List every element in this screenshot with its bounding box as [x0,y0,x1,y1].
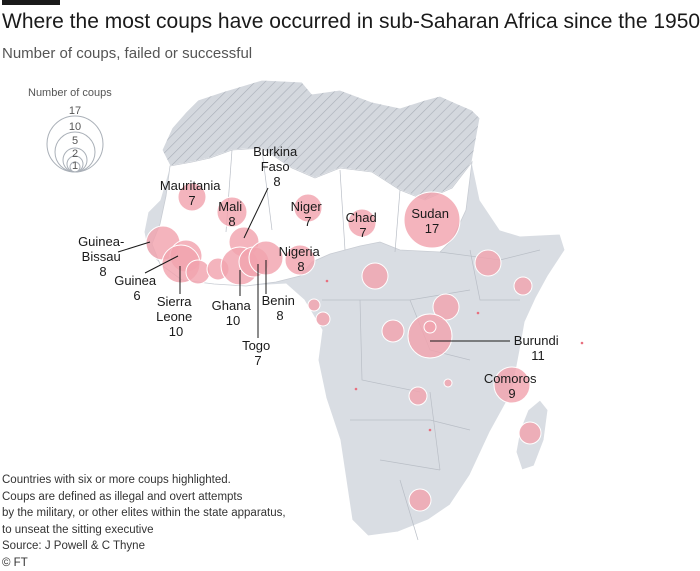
legend-value: 1 [72,160,78,172]
bubble-equatorial-guinea [308,299,320,311]
bubble-central-african-republic [362,263,388,289]
bubble-zambia [409,387,427,405]
label-togo: Togo 7 [242,338,274,368]
label-guinea: Guinea 6 [114,273,160,303]
footer-note: by the military, or other elites within … [2,505,332,522]
bubble-lesotho [409,489,431,511]
footer-notes: Countries with six or more coups highlig… [2,472,332,571]
legend-value: 17 [69,105,81,117]
label-burundi: Burundi 11 [514,333,562,363]
ft-credit: © FT [2,555,332,571]
bubble-liberia [186,260,210,284]
legend-value: 5 [72,135,78,147]
legend-value: 2 [72,148,78,160]
bubble-somalia [514,277,532,295]
bubble-gabon [316,312,330,326]
legend: Number of coups 17 10 5 2 1 [28,87,112,172]
label-benin: Benin 8 [262,293,299,323]
footer-note: to unseat the sitting executive [2,522,332,539]
source-note: Source: J Powell & C Thyne [2,538,332,555]
footer-note: Countries with six or more coups highlig… [2,472,332,489]
bubble-ethiopia [475,250,501,276]
footer-note: Coups are defined as illegal and overt a… [2,489,332,506]
bubble-congo-drc [382,320,404,342]
label-ghana: Ghana 10 [212,298,255,328]
label-sierra-leone: Sierra Leone 10 [156,294,196,339]
bubble-rwanda [424,321,436,333]
bubble-madagascar [519,422,541,444]
legend-value: 10 [69,121,81,133]
legend-title: Number of coups [28,87,112,99]
bubble-malawi [444,379,452,387]
